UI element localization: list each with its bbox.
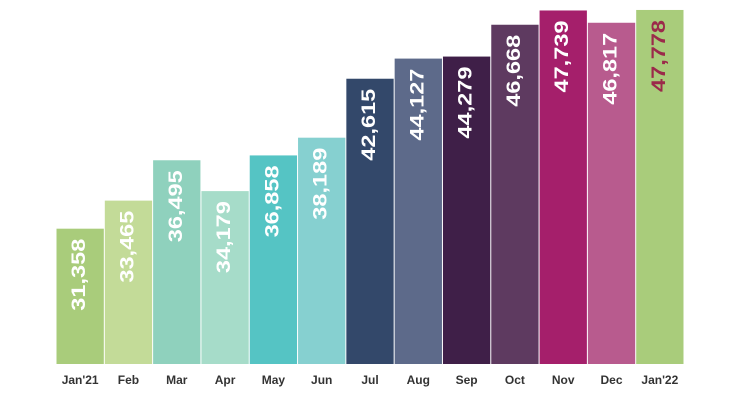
x-tick-label: Dec xyxy=(601,373,623,387)
value-label: 44,279 xyxy=(456,67,477,139)
value-label: 36,858 xyxy=(262,165,283,237)
x-tick-label: Jun xyxy=(311,373,332,387)
value-label: 46,817 xyxy=(601,33,622,105)
bar xyxy=(104,200,153,364)
x-tick-label: May xyxy=(262,373,286,387)
value-label: 36,495 xyxy=(166,170,187,243)
bar xyxy=(636,9,684,364)
x-tick-label: Jan'21 xyxy=(62,373,99,387)
value-label: 44,127 xyxy=(407,69,428,141)
bar xyxy=(249,155,298,364)
bar xyxy=(491,24,539,364)
value-label: 34,179 xyxy=(214,201,235,273)
x-tick-label: Sep xyxy=(456,373,478,387)
x-tick-label: Jan'22 xyxy=(641,373,678,387)
x-tick-label: Jul xyxy=(361,373,378,387)
value-label: 33,465 xyxy=(117,210,138,283)
bar xyxy=(298,137,346,364)
bar xyxy=(56,228,104,364)
bar xyxy=(539,10,587,365)
value-label: 46,668 xyxy=(504,35,525,107)
x-tick-label: Aug xyxy=(407,373,430,387)
x-tick-label: Feb xyxy=(118,373,139,387)
x-tick-label: Mar xyxy=(166,373,188,387)
bar xyxy=(201,191,249,364)
value-label: 31,358 xyxy=(69,239,90,311)
x-tick-label: Nov xyxy=(552,373,575,387)
value-label: 47,739 xyxy=(552,20,573,92)
bar xyxy=(587,22,636,365)
value-label: 42,615 xyxy=(359,88,380,161)
x-tick-label: Oct xyxy=(505,373,525,387)
bar xyxy=(442,56,491,365)
value-label: 47,778 xyxy=(649,20,670,92)
value-label: 38,189 xyxy=(311,148,332,220)
bar xyxy=(394,58,442,364)
bar xyxy=(346,78,394,364)
x-tick-label: Apr xyxy=(215,373,236,387)
bar xyxy=(153,160,201,364)
